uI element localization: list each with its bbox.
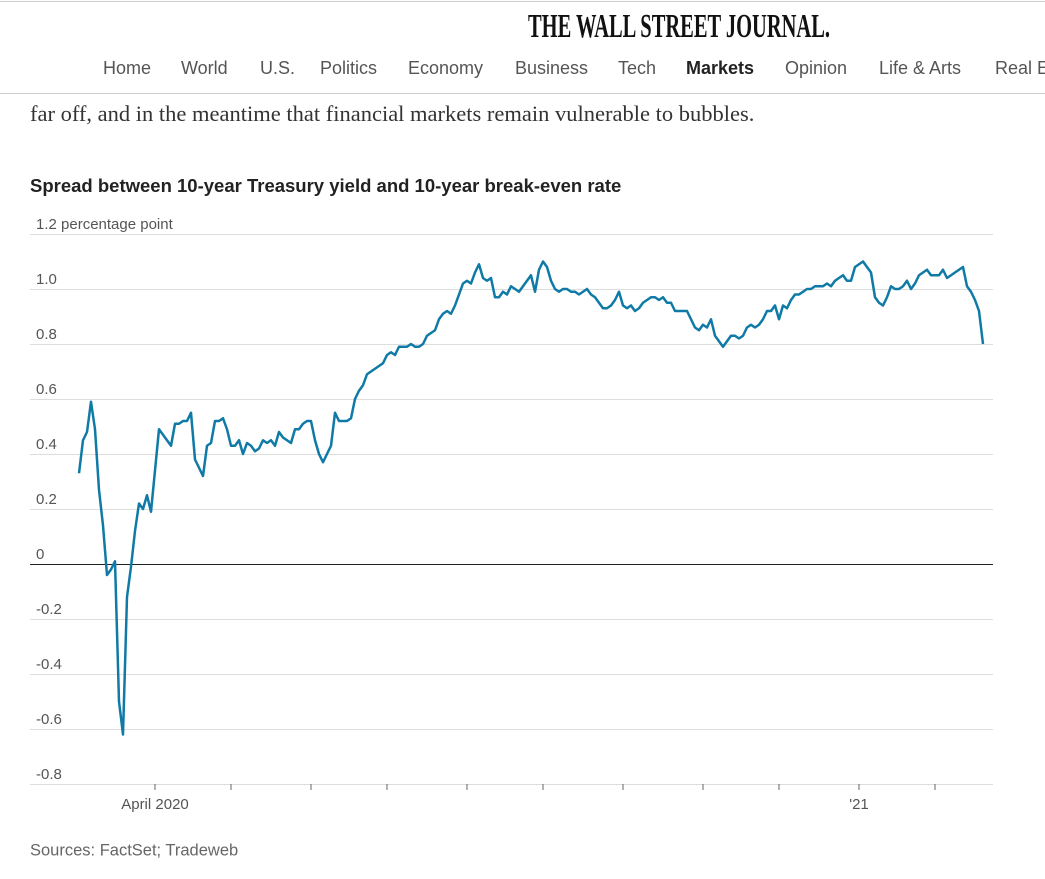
chart-source: Sources: FactSet; Tradeweb: [30, 841, 238, 859]
nav-link[interactable]: Business: [515, 58, 588, 78]
y-tick-label: -0.6: [36, 711, 62, 728]
article-text: far off, and in the meantime that financ…: [30, 101, 754, 126]
nav-link[interactable]: U.S.: [260, 58, 295, 78]
y-tick-label: 0.2: [36, 491, 57, 508]
y-tick-label: -0.4: [36, 656, 62, 673]
nav-bar: Home World U.S. Politics Economy Business Tech…: [103, 58, 1045, 78]
nav-link[interactable]: Tech: [618, 58, 656, 78]
nav-link[interactable]: Politics: [320, 58, 377, 78]
masthead[interactable]: THE WALL STREET JOURNAL.: [528, 8, 830, 45]
nav-link[interactable]: Markets: [686, 58, 754, 78]
y-tick-label: 1.0: [36, 271, 57, 288]
nav-link[interactable]: Life & Arts: [879, 58, 961, 78]
chart-title: Spread between 10-year Treasury yield an…: [30, 175, 621, 196]
data-line: [77, 260, 985, 736]
nav-link[interactable]: Economy: [408, 58, 483, 78]
nav-link[interactable]: World: [181, 58, 228, 78]
y-tick-label: -0.2: [36, 601, 62, 618]
x-tick-label: '21: [849, 796, 869, 813]
nav-link[interactable]: Real E: [995, 58, 1045, 78]
y-tick-label: 1.2 percentage point: [36, 216, 174, 233]
y-tick-label: 0.8: [36, 326, 57, 343]
nav-link[interactable]: Home: [103, 58, 151, 78]
chart: 1.2 percentage point 1.0 0.8 0.6 0.4 0.2 0 -0.2…: [30, 216, 993, 813]
y-tick-label: 0: [36, 546, 44, 563]
nav-link[interactable]: Opinion: [785, 58, 847, 78]
y-tick-label: -0.8: [36, 766, 62, 783]
y-tick-label: 0.6: [36, 381, 57, 398]
y-tick-label: 0.4: [36, 436, 57, 453]
x-tick-label: April 2020: [121, 796, 189, 813]
